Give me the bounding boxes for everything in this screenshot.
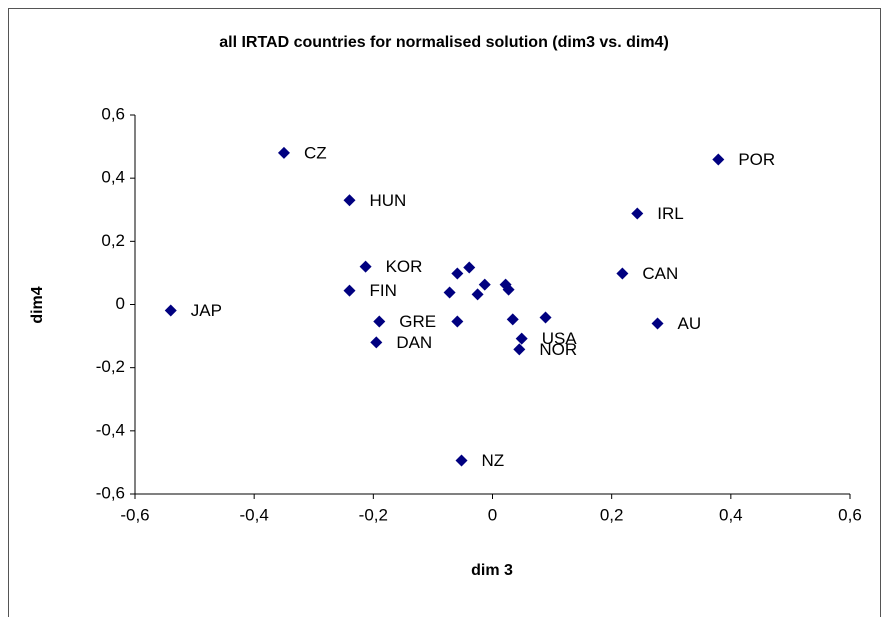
data-point (616, 267, 629, 280)
data-point (506, 313, 519, 326)
point-label: CAN (642, 264, 678, 283)
data-point (651, 317, 664, 330)
data-point (631, 207, 644, 220)
data-point (359, 260, 372, 273)
data-point (373, 315, 386, 328)
x-tick-label: 0,2 (600, 505, 624, 524)
data-point (515, 332, 528, 345)
data-point (455, 454, 468, 467)
y-tick-label: 0,2 (101, 231, 125, 250)
chart-title: all IRTAD countries for normalised solut… (219, 34, 669, 51)
point-label: DAN (396, 333, 432, 352)
point-label: POR (738, 150, 775, 169)
data-point (277, 146, 290, 159)
x-tick-label: 0,6 (838, 505, 862, 524)
y-tick-label: -0,6 (96, 483, 125, 502)
x-tick-label: 0 (488, 505, 497, 524)
data-point (443, 286, 456, 299)
y-axis-title: dim4 (29, 286, 46, 323)
y-tick-label: 0,6 (101, 104, 125, 123)
data-point (164, 304, 177, 317)
x-tick-label: -0,4 (240, 505, 269, 524)
data-point (502, 283, 515, 296)
data-point (513, 343, 526, 356)
point-label: CZ (304, 143, 327, 162)
data-point (478, 278, 491, 291)
data-point (471, 288, 484, 301)
point-label: NZ (482, 451, 505, 470)
data-point (463, 261, 476, 274)
x-axis-title: dim 3 (471, 562, 513, 579)
data-point (451, 267, 464, 280)
point-label: USA (542, 329, 578, 348)
point-label: NOR (539, 340, 577, 359)
x-tick-label: -0,6 (120, 505, 149, 524)
point-label: IRL (657, 204, 683, 223)
data-point (539, 311, 552, 324)
y-tick-label: -0,2 (96, 357, 125, 376)
point-label: KOR (386, 257, 423, 276)
x-tick-label: 0,4 (719, 505, 743, 524)
data-point (343, 284, 356, 297)
y-tick-label: -0,4 (96, 420, 125, 439)
x-tick-label: -0,2 (359, 505, 388, 524)
data-point (451, 315, 464, 328)
data-point (370, 336, 383, 349)
point-label: JAP (191, 301, 222, 320)
point-label: AU (678, 314, 702, 333)
point-label: HUN (370, 191, 407, 210)
point-label: FIN (370, 281, 397, 300)
y-tick-label: 0,4 (101, 168, 125, 187)
y-tick-label: 0 (116, 294, 125, 313)
data-point (712, 153, 725, 166)
chart-frame (8, 8, 881, 617)
data-point (343, 194, 356, 207)
point-label: GRE (399, 312, 436, 331)
